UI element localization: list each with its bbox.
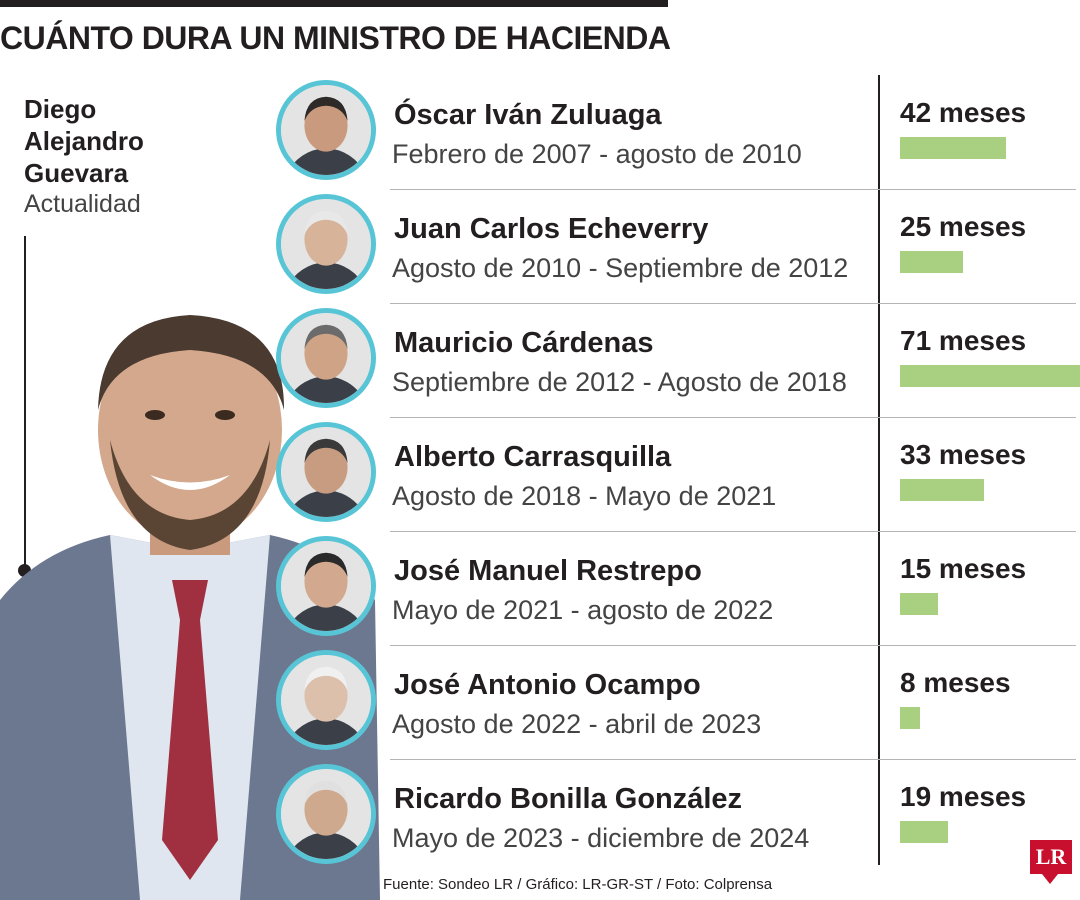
minister-name: Ricardo Bonilla González [394,783,743,815]
duration-label: 15 meses [900,553,1027,584]
row-separator [390,645,1076,646]
chart-title: CUÁNTO DURA UN MINISTRO DE HACIENDA [0,20,671,56]
duration-label: 19 meses [900,781,1027,812]
duration-bar [900,479,984,501]
minister-period: Febrero de 2007 - agosto de 2010 [392,139,802,169]
top-rule [0,0,668,7]
minister-period: Agosto de 2022 - abril de 2023 [392,709,762,739]
duration-label: 25 meses [900,211,1027,242]
minister-avatar [276,194,376,294]
minister-avatar [276,764,376,864]
minister-period: Mayo de 2021 - agosto de 2022 [392,595,774,625]
minister-name: Óscar Iván Zuluaga [394,99,662,131]
duration-bar [900,593,938,615]
column-divider [878,75,880,865]
duration-bar [900,365,1080,387]
duration-bar [900,251,963,273]
minister-name: Mauricio Cárdenas [394,327,654,359]
current-minister-name: Diego Alejandro Guevara [24,94,144,188]
current-minister-photo [0,315,380,900]
duration-label: 8 meses [900,667,1011,698]
lr-logo: LR [1030,840,1072,884]
minister-avatar [276,536,376,636]
minister-name: Juan Carlos Echeverry [394,213,709,245]
duration-label: 42 meses [900,97,1027,128]
minister-name: José Antonio Ocampo [394,669,701,701]
minister-name: José Manuel Restrepo [394,555,702,587]
source-note: Fuente: Sondeo LR / Gráfico: LR-GR-ST / … [383,876,773,893]
duration-bar [900,137,1006,159]
current-minister-period: Actualidad [24,190,141,218]
minister-avatar [276,650,376,750]
minister-avatar [276,308,376,408]
duration-bar [900,821,948,843]
minister-name: Alberto Carrasquilla [394,441,672,473]
row-separator [390,759,1076,760]
minister-avatar [276,422,376,522]
duration-bar [900,707,920,729]
duration-label: 33 meses [900,439,1027,470]
row-separator [390,531,1076,532]
minister-period: Septiembre de 2012 - Agosto de 2018 [392,367,847,397]
duration-label: 71 meses [900,325,1027,356]
row-separator [390,189,1076,190]
minister-period: Agosto de 2018 - Mayo de 2021 [392,481,777,511]
minister-avatar [276,80,376,180]
row-separator [390,417,1076,418]
minister-period: Agosto de 2010 - Septiembre de 2012 [392,253,849,283]
minister-period: Mayo de 2023 - diciembre de 2024 [392,823,810,853]
callout-line [24,236,26,570]
row-separator [390,303,1076,304]
